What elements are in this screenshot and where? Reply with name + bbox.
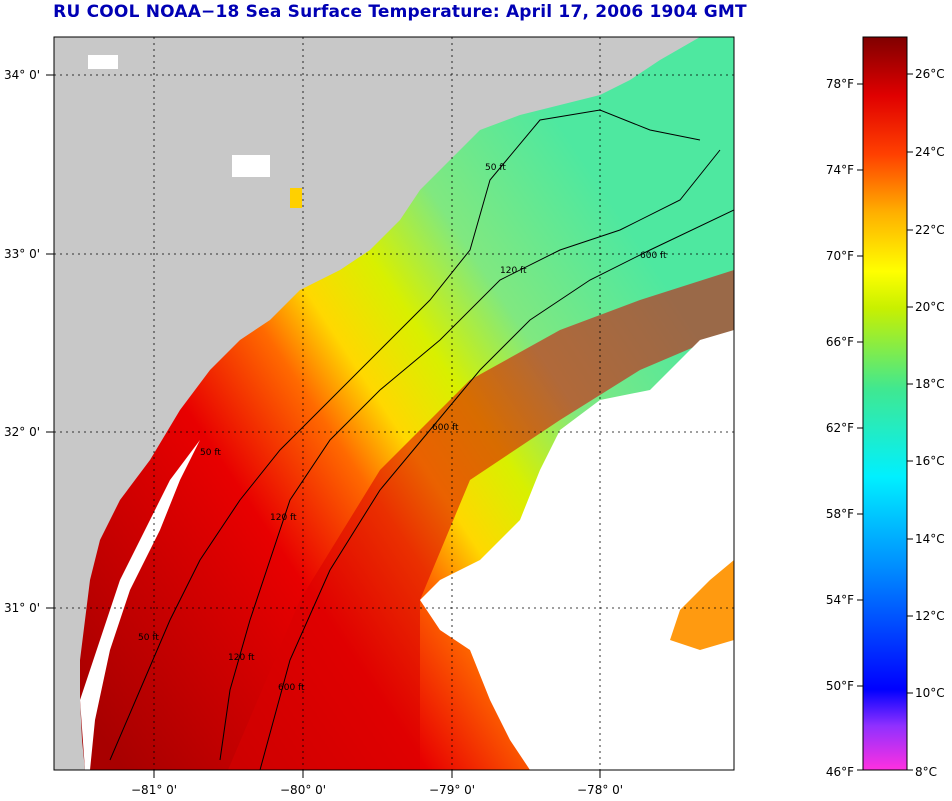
lon-label: −80° 0' xyxy=(280,783,326,797)
colorbar-label-f: 70°F xyxy=(826,249,854,263)
contour-label: 120 ft xyxy=(228,653,255,663)
colorbar-label-c: 22°C xyxy=(915,223,945,237)
gulf-stream-core xyxy=(228,270,734,770)
lat-label: 33° 0' xyxy=(4,247,40,261)
colorbar-label-c: 18°C xyxy=(915,377,945,391)
contour-label-group: 50 ft 120 ft 600 ft 50 ft 120 ft 600 ft … xyxy=(138,163,667,693)
contour-label: 50 ft xyxy=(200,448,221,458)
colorbar-label-f: 46°F xyxy=(826,765,854,779)
contour-label: 600 ft xyxy=(278,683,305,693)
lon-label: −79° 0' xyxy=(429,783,475,797)
inland-water xyxy=(88,55,118,69)
colorbar-label-c: 8°C xyxy=(915,765,937,779)
contour-label: 600 ft xyxy=(640,251,667,261)
colorbar-label-f: 50°F xyxy=(826,679,854,693)
colorbar-label-f: 78°F xyxy=(826,77,854,91)
colorbar-label-c: 24°C xyxy=(915,145,945,159)
inland-lake xyxy=(232,155,270,177)
lon-label: −81° 0' xyxy=(131,783,177,797)
land-mass xyxy=(54,37,630,770)
lon-label: −78° 0' xyxy=(577,783,623,797)
contour-label: 600 ft xyxy=(432,423,459,433)
colorbar-label-f: 62°F xyxy=(826,421,854,435)
warm-eddy xyxy=(670,560,734,650)
contour-label: 120 ft xyxy=(500,266,527,276)
contour-50ft xyxy=(109,109,701,761)
inland-lake-2 xyxy=(290,188,302,208)
contour-label: 50 ft xyxy=(485,163,506,173)
colorbar-label-f: 54°F xyxy=(826,593,854,607)
colorbar-label-f: 74°F xyxy=(826,163,854,177)
lat-label: 34° 0' xyxy=(4,68,40,82)
colorbar-label-f: 58°F xyxy=(826,507,854,521)
colorbar-ticks xyxy=(857,73,913,771)
contour-120ft xyxy=(219,149,721,761)
colorbar-label-f: 66°F xyxy=(826,335,854,349)
contour-600ft xyxy=(259,209,734,770)
lat-label: 31° 0' xyxy=(4,601,40,615)
colorbar-label-c: 14°C xyxy=(915,532,945,546)
colorbar xyxy=(862,36,908,771)
contour-label: 120 ft xyxy=(270,513,297,523)
map-title: RU COOL NOAA−18 Sea Surface Temperature:… xyxy=(53,2,747,22)
cloud-region xyxy=(420,330,734,770)
axis-ticks xyxy=(46,74,601,778)
cape-land xyxy=(600,37,700,95)
map-frame xyxy=(53,36,735,771)
colorbar-label-c: 20°C xyxy=(915,300,945,314)
colorbar-label-c: 16°C xyxy=(915,454,945,468)
nearshore-cloud xyxy=(80,440,200,770)
colorbar-label-c: 26°C xyxy=(915,67,945,81)
colorbar-label-c: 12°C xyxy=(915,609,945,623)
graticule xyxy=(54,37,734,770)
colorbar-label-c: 10°C xyxy=(915,686,945,700)
contour-label: 50 ft xyxy=(138,633,159,643)
lat-label: 32° 0' xyxy=(4,425,40,439)
